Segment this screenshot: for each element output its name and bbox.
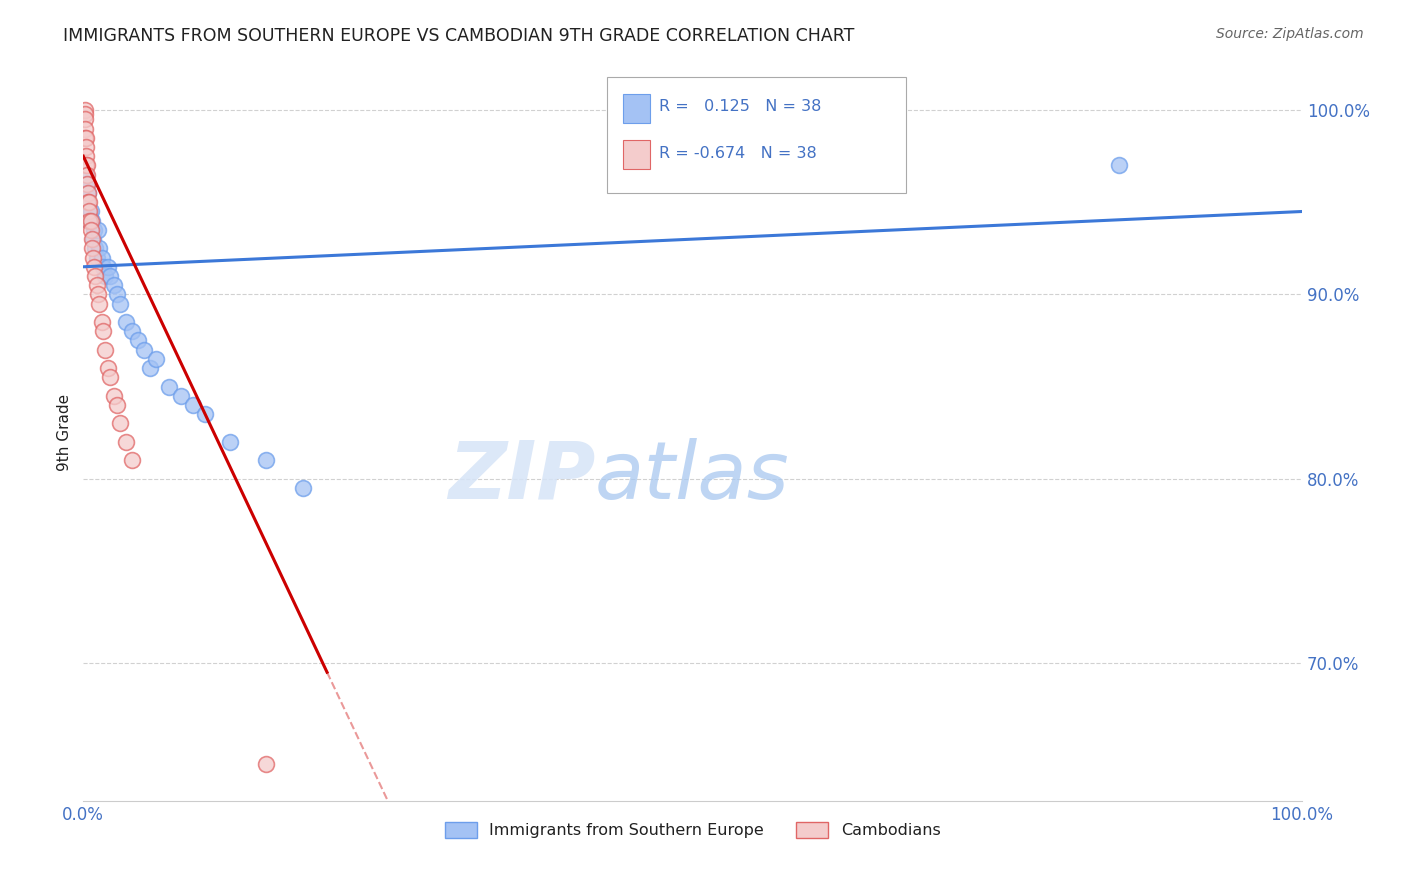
Point [89,241,111,255]
Point [87,287,110,301]
Point [108,417,131,431]
Text: R =   0.125   N = 38: R = 0.125 N = 38 [658,99,821,114]
Y-axis label: 9th Grade: 9th Grade [58,394,72,471]
Point [73,130,96,145]
Point [115,434,138,449]
Point [82,232,104,246]
Point [291,481,314,495]
Point [77,195,100,210]
Point [75,168,97,182]
Bar [623,94,650,123]
Point [157,379,180,393]
Point [254,453,277,467]
Point [254,757,277,772]
Point [73,121,96,136]
Point [84,268,107,283]
Point [73,177,96,191]
Point [76,177,98,191]
Point [75,140,97,154]
Text: R = -0.674   N = 38: R = -0.674 N = 38 [658,145,817,161]
Point [79,195,101,210]
Point [103,389,125,403]
Text: Source: ZipAtlas.com: Source: ZipAtlas.com [1216,27,1364,41]
Point [86,278,108,293]
Point [77,186,100,200]
Point [77,204,100,219]
Point [91,260,114,274]
Text: IMMIGRANTS FROM SOUTHERN EUROPE VS CAMBODIAN 9TH GRADE CORRELATION CHART: IMMIGRANTS FROM SOUTHERN EUROPE VS CAMBO… [63,27,855,45]
Point [121,453,143,467]
Point [76,177,98,191]
Point [73,103,96,117]
Point [89,296,111,310]
Point [83,260,105,274]
Point [194,407,217,421]
Point [181,398,204,412]
Point [87,223,110,237]
Point [94,343,117,357]
Point [218,434,240,449]
Text: atlas: atlas [595,438,790,516]
Point [80,232,103,246]
Point [79,213,101,227]
Point [77,186,100,200]
Point [94,268,117,283]
Point [79,204,101,219]
Point [79,213,101,227]
Text: ZIP: ZIP [447,438,595,516]
Point [73,107,96,121]
Point [82,251,104,265]
Point [170,389,193,403]
Point [97,260,120,274]
Point [90,251,112,265]
Point [79,213,101,227]
Point [91,324,114,338]
Point [145,351,167,366]
Point [115,315,138,329]
Point [80,241,103,255]
Point [80,213,103,227]
Point [75,130,97,145]
Point [79,223,101,237]
Legend: Immigrants from Southern Europe, Cambodians: Immigrants from Southern Europe, Cambodi… [439,815,948,845]
Point [76,158,98,172]
Point [134,343,156,357]
FancyBboxPatch shape [607,77,905,193]
Point [127,334,149,348]
Point [83,223,105,237]
Point [75,149,97,163]
Point [107,287,129,301]
Point [103,278,125,293]
Bar [623,140,650,169]
Point [108,296,131,310]
Point [98,370,121,384]
Point [84,241,107,255]
Point [107,398,129,412]
Point [90,315,112,329]
Point [75,186,97,200]
Point [97,361,120,376]
Point [75,158,97,172]
Point [73,112,96,127]
Point [139,361,162,376]
Point [1108,158,1130,172]
Point [121,324,143,338]
Point [79,204,101,219]
Point [86,251,108,265]
Point [76,195,98,210]
Point [76,168,98,182]
Point [98,268,121,283]
